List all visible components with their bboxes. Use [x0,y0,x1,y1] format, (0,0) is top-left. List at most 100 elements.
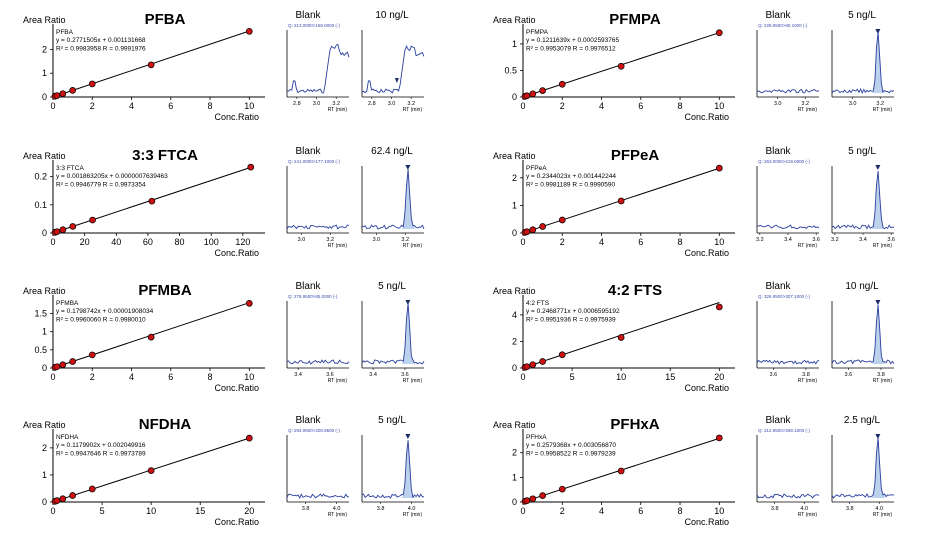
equation-line: y = 0.1179902x + 0.002049916 [56,442,146,449]
spike-chromatogram-1: 3.0 3.2RT (min) [831,29,895,113]
rt-axis-label: RT (min) [403,512,423,518]
data-point [69,86,76,94]
y-axis-label: Area Ratio [493,286,536,296]
spike-chromatogram-3: 3.2 3.4 3.6RT (min) [831,165,895,249]
data-point [539,223,546,230]
equation-line: y = 0.1798742x + 0.00001908034 [56,308,154,315]
rt-axis-label: RT (min) [873,512,893,518]
chrom-trace [831,170,895,230]
data-point [715,29,723,37]
compound-title: PFMBA [138,282,191,299]
data-point [539,87,546,94]
data-point [69,492,76,499]
blank-label: Blank [765,415,791,426]
chrom-trace [361,303,425,365]
equation-line: R² = 0.9947646 R = 0.9973789 [56,450,146,457]
spike-level-label: 62.4 ng/L [371,146,413,157]
data-point [539,492,546,499]
chrom-x-tick-label: 3.2 [756,237,764,243]
spike-chromatogram-6: 3.8 4.0RT (min) [361,434,425,518]
spike-level-label: 5 ng/L [378,415,406,426]
x-tick-label: 2 [560,101,565,111]
x-tick-label: 5 [100,506,105,516]
y-tick-label: 0 [42,92,47,102]
equation-line: y = 0.2579368x + 0.003056870 [526,442,616,449]
chrom-x-tick-label: 2.8 [293,101,301,107]
y-tick-label: 0.5 [504,65,517,75]
chrom-x-tick-label: 3.2 [831,237,839,243]
x-axis-label: Conc.Ratio [684,248,729,258]
y-axis-label: Area Ratio [493,151,536,161]
blank-label: Blank [765,281,791,292]
equation-line: y = 0.2771505x + 0.001131668 [56,37,146,44]
x-tick-label: 8 [208,101,213,111]
blank-chromatogram-6: 3.8 4.0RT (min) [286,435,350,518]
x-tick-label: 6 [168,372,173,382]
blank-chromatogram-3: 3.2 3.4 3.6RT (min) [756,166,820,249]
data-point [523,92,531,100]
transition-label: Q: 263.0000>219.0000 (-) [758,159,810,164]
blank-label: Blank [765,10,791,21]
x-axis-label: Conc.Ratio [214,248,259,258]
rt-axis-label: RT (min) [328,243,348,249]
x-tick-label: 80 [175,237,185,247]
y-tick-label: 0 [42,497,47,507]
peak-apex-marker [405,300,411,305]
chrom-x-tick-label: 3.2 [326,237,334,243]
data-point [59,495,67,503]
y-axis-label: Area Ratio [23,15,66,25]
blank-label: Blank [765,146,791,157]
y-tick-label: 1 [512,39,517,49]
chrom-x-tick-label: 3.2 [801,101,809,107]
blank-label: Blank [295,415,321,426]
data-point [88,351,96,359]
x-tick-label: 15 [665,372,675,382]
y-tick-label: 2 [42,443,47,453]
spike-level-label: 5 ng/L [848,10,876,21]
chrom-trace [756,88,820,94]
chrom-trace [831,304,895,365]
data-point [245,27,253,35]
data-point [529,90,537,98]
chrom-x-tick-label: 3.6 [844,372,852,378]
y-tick-label: 0 [42,228,47,238]
equation-line: 3:3 FTCA [56,165,84,172]
data-point [523,497,531,504]
data-point [245,300,253,307]
equation-line: 4:2 FTS [526,300,550,307]
x-tick-label: 0 [520,101,525,111]
equation-line: R² = 0.9981189 R = 0.9990590 [526,181,616,188]
peak-apex-marker [875,434,881,439]
calibration-panel-4: PFMBA Area Ratio Conc.Ratio 0 2 4 6 8 10 0 0.5 1 1.5… [23,282,265,393]
data-point [53,228,61,236]
data-point [148,197,156,205]
x-tick-label: 6 [638,506,643,516]
data-point [245,434,253,442]
compound-title: PFHxA [610,416,659,433]
spike-level-label: 10 ng/L [845,281,879,292]
y-tick-label: 1 [42,470,47,480]
calibration-panel-1: PFMPA Area Ratio Conc.Ratio 0 2 4 6 8 10 0 0.5 1 PFM… [493,11,735,122]
transition-label: Q: 278.9500>85.0000 (-) [288,294,338,299]
transition-label: Q: 228.9500>85.1000 (-) [758,23,808,28]
chrom-x-tick-label: 3.8 [877,372,885,378]
chrom-trace [361,44,425,94]
x-tick-label: 100 [204,237,219,247]
chrom-x-tick-label: 3.6 [887,237,895,243]
x-tick-label: 0 [520,506,525,516]
data-point [529,495,537,503]
transition-label: Q: 241.0000>177.1000 (-) [288,159,340,164]
x-tick-label: 10 [714,506,724,516]
y-tick-label: 2 [42,44,47,54]
blank-chromatogram-5: 3.6 3.8RT (min) [756,301,820,384]
x-tick-label: 4 [129,101,134,111]
x-tick-label: 0 [50,506,55,516]
x-tick-label: 60 [143,237,153,247]
data-point [617,334,625,341]
peak-apex-marker [875,300,881,305]
calibration-panel-6: NFDHA Area Ratio Conc.Ratio 0 5 10 15 20 0 1 2 NFDH… [23,416,265,527]
x-tick-label: 5 [570,372,575,382]
y-tick-label: 0.1 [34,200,47,210]
chrom-x-tick-label: 3.0 [373,237,381,243]
equation-line: R² = 0.9958522 R = 0.9979239 [526,450,616,457]
